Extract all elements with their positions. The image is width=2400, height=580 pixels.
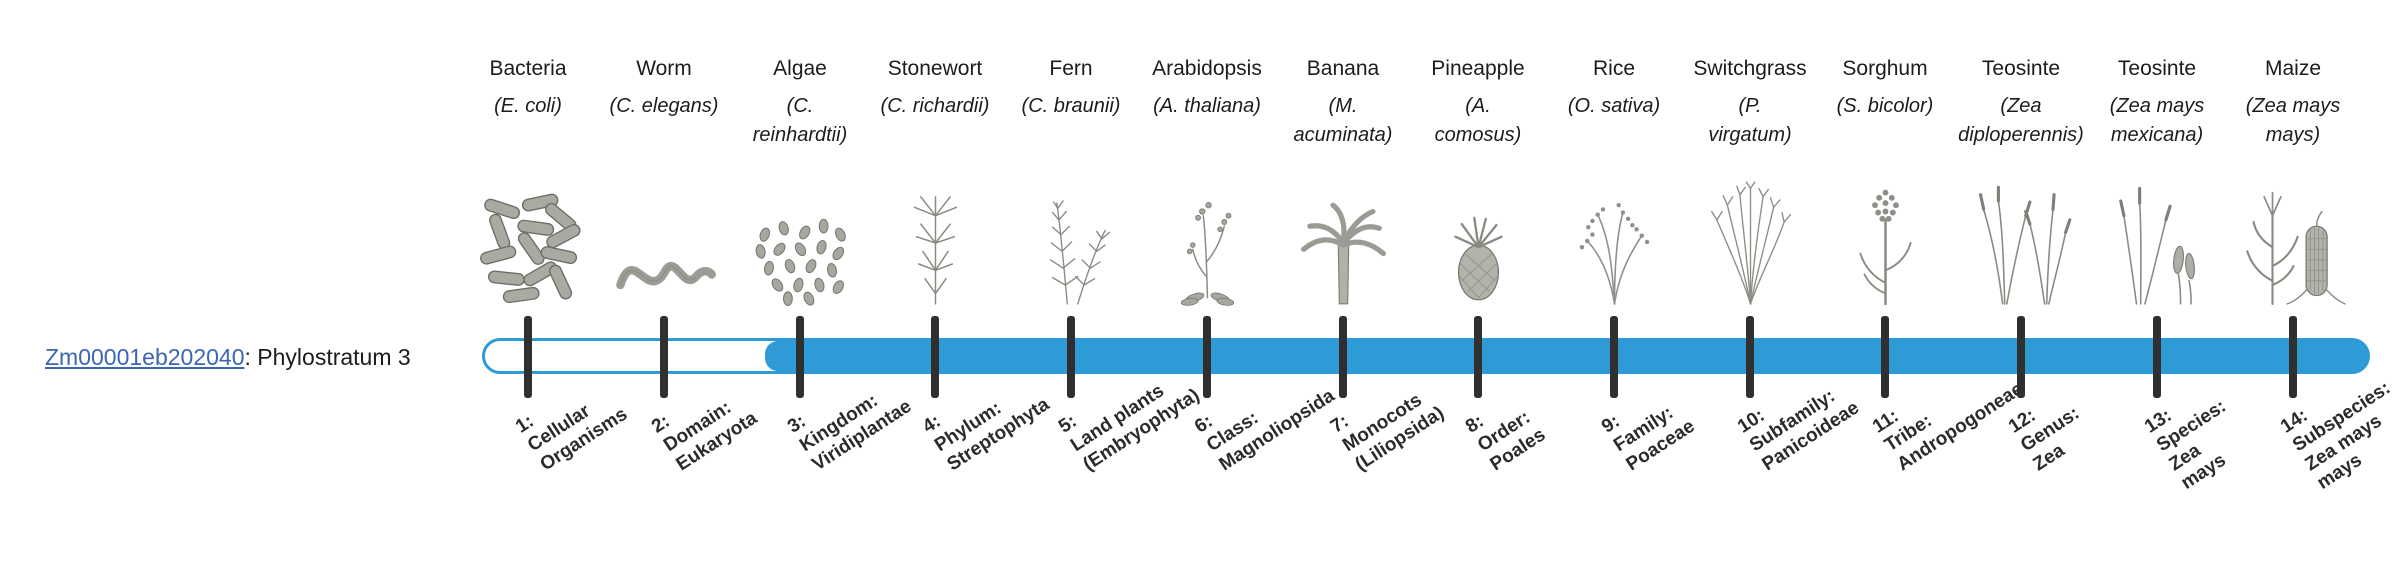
organism-common-name: Arabidopsis bbox=[1152, 57, 1262, 80]
rice-icon bbox=[1562, 156, 1667, 306]
teosinte-diploperennis-icon bbox=[1969, 156, 2074, 306]
organism-species-name: (Zea mays mays) bbox=[2245, 95, 2341, 146]
timeline-bar-fill bbox=[765, 341, 2367, 371]
organism-common-name: Banana bbox=[1306, 57, 1380, 80]
timeline-bar bbox=[482, 338, 2370, 374]
organism-column-bacteria: Bacteria (E. coli) bbox=[448, 56, 608, 306]
organism-common-name: Rice bbox=[1592, 57, 1635, 80]
maize-icon bbox=[2241, 156, 2346, 306]
organism-species-name: (M. acuminata) bbox=[1293, 95, 1393, 146]
organism-species-name: (C. richardii) bbox=[880, 95, 990, 117]
timeline-tick-5 bbox=[1067, 316, 1075, 398]
gene-id-link[interactable]: Zm00001eb202040 bbox=[45, 344, 245, 370]
organism-column-algae: Algae (C. reinhardtii) bbox=[720, 56, 880, 306]
organism-column-maize: Maize (Zea mays mays) bbox=[2213, 56, 2373, 306]
timeline-tick-8 bbox=[1474, 316, 1482, 398]
organism-species-name: (S. bicolor) bbox=[1836, 95, 1934, 117]
organism-column-fern: Fern (C. braunii) bbox=[991, 56, 1151, 306]
stonewort-icon bbox=[883, 156, 988, 306]
gene-phylostratum-text: : Phylostratum 3 bbox=[244, 344, 411, 370]
timeline-tick-2 bbox=[660, 316, 668, 398]
organism-species-name: (E. coli) bbox=[494, 95, 562, 117]
sorghum-icon bbox=[1833, 156, 1938, 306]
organism-common-name: Fern bbox=[1049, 57, 1093, 80]
bacteria-icon bbox=[476, 156, 581, 306]
algae-icon bbox=[748, 156, 853, 306]
timeline-tick-6 bbox=[1203, 316, 1211, 398]
organism-column-sorghum: Sorghum (S. bicolor) bbox=[1805, 56, 1965, 306]
organism-common-name: Worm bbox=[636, 57, 692, 80]
organism-common-name: Maize bbox=[2264, 57, 2322, 80]
timeline-tick-9 bbox=[1610, 316, 1618, 398]
organism-common-name: Pineapple bbox=[1431, 57, 1525, 80]
switchgrass-icon bbox=[1698, 156, 1803, 306]
timeline-tick-14 bbox=[2289, 316, 2297, 398]
gene-label: Zm00001eb202040: Phylostratum 3 bbox=[45, 344, 411, 371]
phylostratum-axis-label: 4: Phylum: Streptophyta bbox=[919, 393, 1054, 476]
fern-icon bbox=[1019, 156, 1124, 306]
teosinte-mexicana-icon bbox=[2105, 156, 2210, 306]
timeline-tick-1 bbox=[524, 316, 532, 398]
timeline-tick-12 bbox=[2017, 316, 2025, 398]
timeline-tick-11 bbox=[1881, 316, 1889, 398]
organism-common-name: Teosinte bbox=[1981, 57, 2061, 80]
arabidopsis-icon bbox=[1155, 156, 1260, 306]
organism-species-name: (C. reinhardtii) bbox=[752, 95, 848, 146]
organism-common-name: Bacteria bbox=[489, 57, 567, 80]
organism-species-name: (Zea mays mexicana) bbox=[2109, 95, 2205, 146]
organism-common-name: Algae bbox=[773, 57, 827, 80]
organism-common-name: Teosinte bbox=[2117, 57, 2197, 80]
organism-column-pineapple: Pineapple (A. comosus) bbox=[1398, 56, 1558, 306]
worm-icon bbox=[612, 156, 717, 306]
organism-species-name: (A. comosus) bbox=[1434, 95, 1522, 146]
timeline-tick-4 bbox=[931, 316, 939, 398]
timeline-tick-7 bbox=[1339, 316, 1347, 398]
organism-column-rice: Rice (O. sativa) bbox=[1534, 56, 1694, 306]
organism-column-worm: Worm (C. elegans) bbox=[584, 56, 744, 306]
organism-species-name: (Zea diploperennis) bbox=[1958, 95, 2084, 146]
organism-species-name: (C. elegans) bbox=[609, 95, 719, 117]
phylostratum-axis-label: 8: Order: Poales bbox=[1462, 407, 1550, 476]
organism-species-name: (O. sativa) bbox=[1567, 95, 1661, 117]
organism-common-name: Stonewort bbox=[887, 57, 983, 80]
pineapple-icon bbox=[1426, 156, 1531, 306]
organism-column-switchgrass: Switchgrass (P. virgatum) bbox=[1670, 56, 1830, 306]
timeline-tick-3 bbox=[796, 316, 804, 398]
organism-column-banana: Banana (M. acuminata) bbox=[1263, 56, 1423, 306]
organism-column-teosinte-mexicana: Teosinte (Zea mays mexicana) bbox=[2077, 56, 2237, 306]
organism-species-name: (C. braunii) bbox=[1021, 95, 1121, 117]
banana-icon bbox=[1291, 156, 1396, 306]
organism-column-arabidopsis: Arabidopsis (A. thaliana) bbox=[1127, 56, 1287, 306]
organism-common-name: Switchgrass bbox=[1693, 57, 1807, 80]
organism-column-teosinte-diploperennis: Teosinte (Zea diploperennis) bbox=[1941, 56, 2101, 306]
organism-column-stonewort: Stonewort (C. richardii) bbox=[855, 56, 1015, 306]
organism-species-name: (P. virgatum) bbox=[1708, 95, 1792, 146]
timeline-tick-10 bbox=[1746, 316, 1754, 398]
timeline-tick-13 bbox=[2153, 316, 2161, 398]
organism-species-name: (A. thaliana) bbox=[1153, 95, 1261, 117]
organism-common-name: Sorghum bbox=[1842, 57, 1928, 80]
